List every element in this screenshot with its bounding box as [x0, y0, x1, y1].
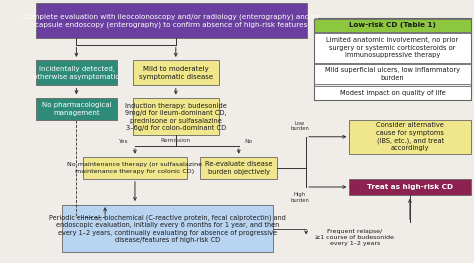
Text: Induction therapy: budesonide
9mg/d for ileum-dominant CD,
prednisone or sulfasa: Induction therapy: budesonide 9mg/d for … [125, 103, 227, 131]
Text: No pharmacological
management: No pharmacological management [42, 102, 111, 116]
Text: Consider alternative
cause for symptoms
(IBS, etc.), and treat
accordingly: Consider alternative cause for symptoms … [376, 122, 444, 151]
FancyBboxPatch shape [62, 205, 273, 252]
Text: Frequent relapse/
≥1 course of budesonide
every 1–2 years: Frequent relapse/ ≥1 course of budesonid… [315, 229, 394, 246]
Text: Yes: Yes [118, 139, 128, 144]
Text: Low-risk CD (Table 1): Low-risk CD (Table 1) [349, 22, 436, 28]
FancyBboxPatch shape [314, 33, 471, 63]
FancyBboxPatch shape [36, 98, 118, 120]
Text: Remission: Remission [161, 138, 191, 143]
Text: No maintenance therapy (or sulfasalazine
maintenance therapy for colonic CD): No maintenance therapy (or sulfasalazine… [67, 163, 202, 174]
FancyBboxPatch shape [200, 157, 277, 179]
FancyBboxPatch shape [36, 60, 118, 85]
FancyBboxPatch shape [314, 19, 471, 32]
Text: Low
burden: Low burden [290, 121, 309, 132]
Text: Periodic clinical, biochemical (C-reactive protein, fecal calprotectin) and
endo: Periodic clinical, biochemical (C-reacti… [49, 214, 286, 243]
FancyBboxPatch shape [133, 60, 219, 85]
FancyBboxPatch shape [349, 120, 471, 154]
FancyBboxPatch shape [349, 179, 471, 195]
FancyBboxPatch shape [83, 157, 187, 179]
Text: Complete evaluation with ileocolonoscopy and/or radiology (enterography) and/or
: Complete evaluation with ileocolonoscopy… [24, 13, 320, 28]
Text: Incidentally detected,
otherwise asymptomatic: Incidentally detected, otherwise asympto… [34, 66, 120, 80]
Text: Treat as high-risk CD: Treat as high-risk CD [367, 184, 453, 190]
Text: Limited anatomic involvement, no prior
surgery or systemic corticosteroids or
im: Limited anatomic involvement, no prior s… [327, 37, 459, 58]
FancyBboxPatch shape [306, 222, 403, 252]
Text: No: No [245, 139, 253, 144]
FancyBboxPatch shape [314, 86, 471, 100]
Text: Re-evaluate disease
burden objectively: Re-evaluate disease burden objectively [205, 161, 273, 175]
FancyBboxPatch shape [314, 64, 471, 84]
FancyBboxPatch shape [133, 98, 219, 135]
FancyBboxPatch shape [36, 3, 308, 38]
Text: High
burden: High burden [290, 192, 309, 203]
Text: Mild superficial ulcers, low inflammatory
burden: Mild superficial ulcers, low inflammator… [325, 67, 460, 81]
Text: Mild to moderately
symptomatic disease: Mild to moderately symptomatic disease [139, 66, 213, 80]
Text: Modest impact on quality of life: Modest impact on quality of life [339, 90, 446, 96]
